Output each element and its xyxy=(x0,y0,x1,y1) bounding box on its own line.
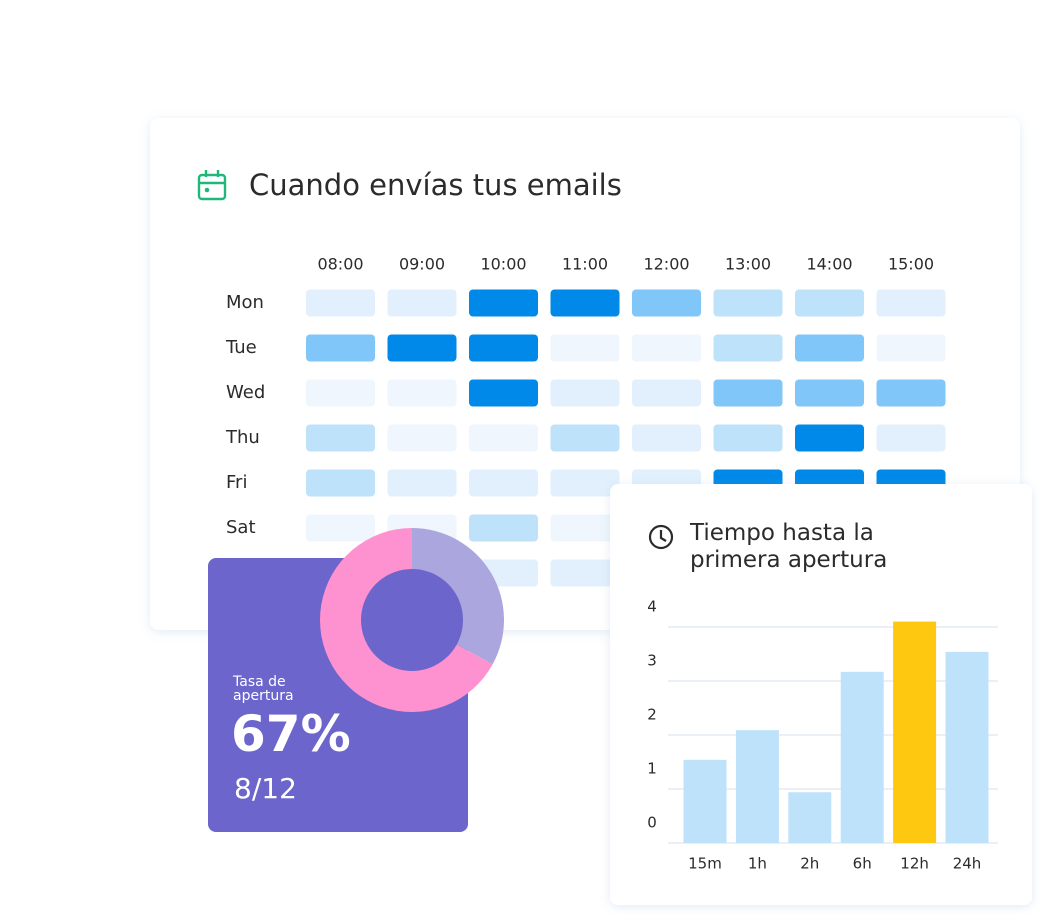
heat-cell xyxy=(795,334,864,362)
heat-cell xyxy=(306,379,375,407)
heat-cell xyxy=(632,289,701,317)
column-label: 10:00 xyxy=(480,255,526,274)
heat-cell xyxy=(795,379,864,407)
y-tick-label: 2 xyxy=(647,706,657,724)
y-tick-label: 1 xyxy=(647,760,657,778)
x-tick-label: 12h xyxy=(900,855,929,873)
heat-cell xyxy=(306,424,375,452)
heat-cell xyxy=(632,424,701,452)
x-tick-label: 6h xyxy=(853,855,872,873)
y-tick-label: 4 xyxy=(647,598,657,616)
row-label: Sat xyxy=(226,517,256,538)
heat-cell xyxy=(306,334,375,362)
rate-fraction: 8/12 xyxy=(234,772,297,805)
pie-panel xyxy=(208,528,505,832)
heat-cell xyxy=(550,334,620,362)
column-label: 11:00 xyxy=(562,255,608,274)
heat-cell xyxy=(387,424,457,452)
heat-cell xyxy=(306,289,375,317)
row-label: Wed xyxy=(226,382,265,403)
heat-cell xyxy=(469,289,538,317)
heat-cell xyxy=(876,334,946,362)
y-tick-label: 3 xyxy=(647,652,657,670)
heat-cell xyxy=(795,424,864,452)
column-label: 12:00 xyxy=(643,255,689,274)
x-tick-label: 24h xyxy=(953,855,982,873)
column-label: 13:00 xyxy=(725,255,771,274)
heat-cell xyxy=(387,334,457,362)
x-tick-label: 15m xyxy=(688,855,722,873)
heatmap-title: Cuando envías tus emails xyxy=(249,168,622,202)
heat-cell xyxy=(876,424,946,452)
heat-cell xyxy=(306,514,375,542)
heat-cell xyxy=(632,379,701,407)
heat-cell xyxy=(876,289,946,317)
column-label: 08:00 xyxy=(317,255,363,274)
heat-cell xyxy=(469,334,538,362)
heat-cell xyxy=(550,379,620,407)
clock-icon xyxy=(648,524,674,550)
pie-title: Tasa de apertura xyxy=(233,674,294,704)
column-label: 09:00 xyxy=(399,255,445,274)
heat-cell xyxy=(387,289,457,317)
heat-cell xyxy=(469,514,538,542)
row-label: Thu xyxy=(225,427,260,448)
bar-panel: 0 1 2 3 4 15m 1h 2h 6h 12h 24h xyxy=(610,484,1032,905)
rate-value: 67% xyxy=(231,705,351,763)
heat-cell xyxy=(550,424,620,452)
x-tick-label: 1h xyxy=(748,855,767,873)
donut-segment xyxy=(320,528,493,712)
heat-cell xyxy=(469,379,538,407)
heat-cell xyxy=(795,289,864,317)
heat-cell xyxy=(632,334,701,362)
heat-cell xyxy=(469,424,538,452)
heat-cell xyxy=(713,379,783,407)
heat-cell xyxy=(713,334,783,362)
bar xyxy=(893,621,937,843)
heat-cell xyxy=(550,514,620,542)
row-label: Fri xyxy=(226,472,247,493)
heat-cell xyxy=(876,379,946,407)
column-label: 15:00 xyxy=(888,255,934,274)
calendar-icon xyxy=(197,170,227,201)
heat-cell xyxy=(550,289,620,317)
heat-cell xyxy=(387,379,457,407)
bar xyxy=(788,792,832,843)
heat-cell xyxy=(550,469,620,497)
heat-cell xyxy=(387,469,457,497)
heat-cell xyxy=(550,559,620,587)
column-label: 14:00 xyxy=(806,255,852,274)
bar xyxy=(735,730,779,843)
row-label: Tue xyxy=(225,337,257,358)
row-label: Mon xyxy=(226,292,264,313)
heat-cell xyxy=(713,424,783,452)
y-tick-label: 0 xyxy=(647,814,657,832)
card xyxy=(208,558,468,832)
bar xyxy=(945,651,989,843)
x-tick-label: 2h xyxy=(800,855,819,873)
heat-cell xyxy=(469,469,538,497)
heat-cell xyxy=(713,289,783,317)
bar xyxy=(683,759,727,843)
heat-cell xyxy=(306,469,375,497)
bar-title: Tiempo hasta la primera apertura xyxy=(690,520,888,573)
donut-segment xyxy=(412,528,505,665)
bar xyxy=(840,671,884,843)
